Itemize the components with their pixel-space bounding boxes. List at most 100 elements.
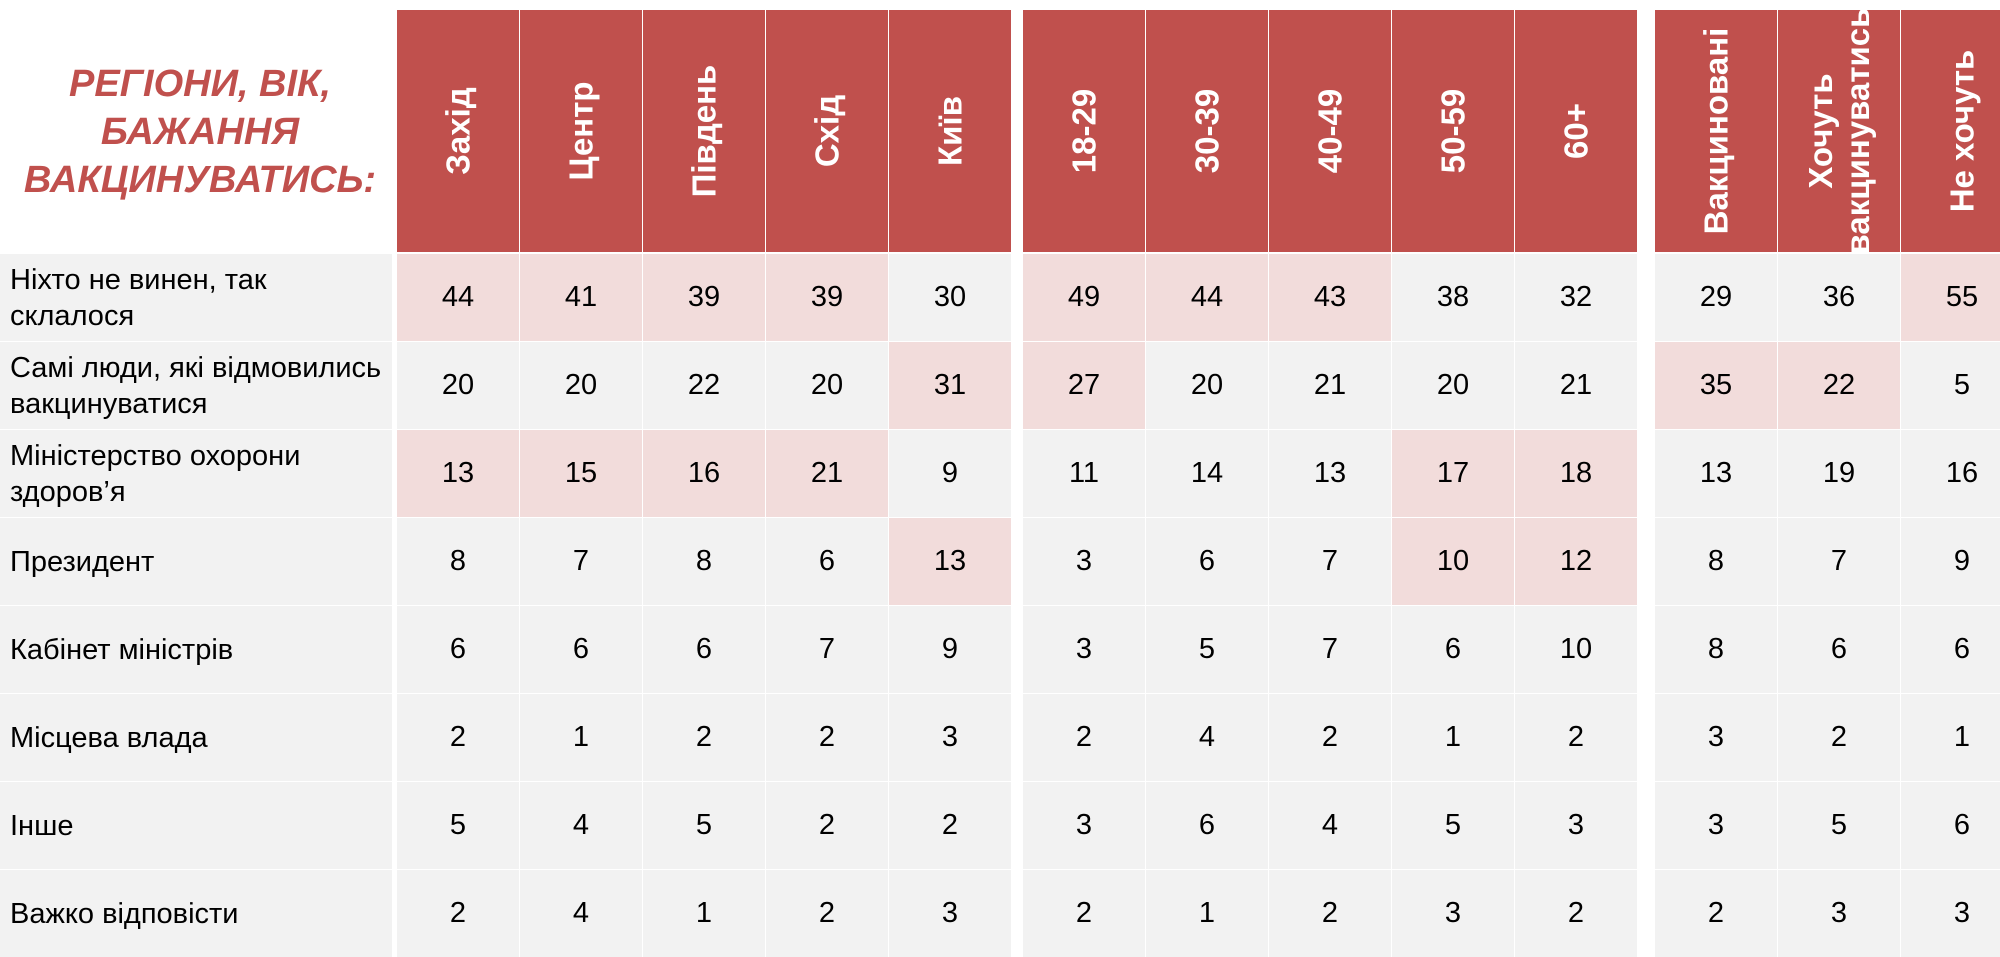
table-cell: 6	[1778, 606, 1900, 693]
col-header: 50-59	[1392, 10, 1514, 252]
table-cell: 9	[889, 606, 1011, 693]
table-cell: 4	[1269, 782, 1391, 869]
col-header: Захід	[397, 10, 519, 252]
table-cell: 12	[1515, 518, 1637, 605]
table-cell: 16	[643, 430, 765, 517]
row-label: Самі люди, які відмовились вакцинуватися	[0, 342, 392, 429]
table-cell: 2	[1515, 694, 1637, 781]
title-line: РЕГІОНИ, ВІК,	[69, 63, 331, 105]
title-line: ВАКЦИНУВАТИСЬ:	[23, 159, 377, 201]
table-cell: 27	[1023, 342, 1145, 429]
table-cell: 2	[1778, 694, 1900, 781]
table-cell: 20	[1392, 342, 1514, 429]
table-cell: 55	[1901, 254, 2000, 341]
table-cell: 7	[1778, 518, 1900, 605]
col-header-text: 40-49	[1311, 88, 1349, 174]
table-cell: 5	[397, 782, 519, 869]
col-header-label: Схід	[809, 95, 846, 167]
row-label: Місцева влада	[0, 694, 392, 781]
table-cell: 2	[1655, 870, 1777, 957]
table-cell: 14	[1146, 430, 1268, 517]
table-cell: 5	[1778, 782, 1900, 869]
table-cell: 21	[1515, 342, 1637, 429]
col-header: Південь	[643, 10, 765, 252]
table-cell: 15	[520, 430, 642, 517]
col-header-text: Хочуть	[1802, 73, 1839, 189]
table-cell: 43	[1269, 254, 1391, 341]
table-cell: 2	[1515, 870, 1637, 957]
table-cell: 1	[1146, 870, 1268, 957]
table-cell: 7	[766, 606, 888, 693]
table-cell: 6	[643, 606, 765, 693]
table-cell: 13	[1655, 430, 1777, 517]
table-cell: 11	[1023, 430, 1145, 517]
col-header-label: 30-39	[1189, 89, 1226, 173]
table-cell: 2	[1269, 870, 1391, 957]
col-header-text: Південь	[685, 64, 723, 198]
table-cell: 20	[766, 342, 888, 429]
table-cell: 2	[766, 870, 888, 957]
col-header-label: 40-49	[1312, 89, 1349, 173]
col-header-label: 60+	[1558, 103, 1595, 159]
table-cell: 30	[889, 254, 1011, 341]
table-cell: 6	[766, 518, 888, 605]
table-cell: 18	[1515, 430, 1637, 517]
col-header-text: 60+	[1557, 103, 1595, 159]
table-cell: 6	[1392, 606, 1514, 693]
table-cell: 5	[1146, 606, 1268, 693]
table-cell: 4	[520, 870, 642, 957]
table-cell: 3	[1392, 870, 1514, 957]
table-cell: 49	[1023, 254, 1145, 341]
table-cell: 2	[1269, 694, 1391, 781]
table-cell: 3	[1655, 694, 1777, 781]
col-header-text: Схід	[808, 94, 846, 168]
table-cell: 9	[1901, 518, 2000, 605]
table-cell: 6	[1901, 782, 2000, 869]
row-label: Важко відповісти	[0, 870, 392, 957]
table-cell: 2	[1023, 694, 1145, 781]
table-cell: 5	[1901, 342, 2000, 429]
table-cell: 2	[1023, 870, 1145, 957]
table-cell: 1	[643, 870, 765, 957]
table-cell: 21	[766, 430, 888, 517]
col-header-text: 18-29	[1065, 88, 1103, 174]
table-cell: 2	[766, 782, 888, 869]
table-cell: 39	[643, 254, 765, 341]
table-cell: 20	[520, 342, 642, 429]
row-label: Кабінет міністрів	[0, 606, 392, 693]
table-cell: 6	[1146, 782, 1268, 869]
table-cell: 2	[397, 870, 519, 957]
col-header-label: Хочуть вакцинуватись	[1802, 10, 1876, 252]
title-line: БАЖАННЯ	[100, 111, 300, 153]
table-cell: 35	[1655, 342, 1777, 429]
table-cell: 22	[1778, 342, 1900, 429]
table-cell: 2	[889, 782, 1011, 869]
table-cell: 1	[520, 694, 642, 781]
table-cell: 6	[1146, 518, 1268, 605]
table-cell: 5	[643, 782, 765, 869]
col-header-text: Захід	[439, 87, 477, 175]
table-cell: 6	[1901, 606, 2000, 693]
col-header: Вакциновані	[1655, 10, 1777, 252]
col-header-label: Київ	[932, 96, 969, 166]
col-header-label: 18-29	[1066, 89, 1103, 173]
table-cell: 3	[1515, 782, 1637, 869]
col-header-text: Не хочуть	[1943, 49, 1981, 213]
col-header-text: вакцинуватись	[1839, 10, 1876, 252]
table-cell: 22	[643, 342, 765, 429]
col-header: Центр	[520, 10, 642, 252]
table-cell: 3	[1023, 606, 1145, 693]
table-cell: 17	[1392, 430, 1514, 517]
table-cell: 13	[397, 430, 519, 517]
col-header-label: Вакциновані	[1698, 28, 1735, 235]
table-cell: 3	[1023, 518, 1145, 605]
col-header-label: Центр	[563, 81, 600, 180]
col-header-text: Вакциновані	[1697, 27, 1735, 235]
table-cell: 2	[643, 694, 765, 781]
col-header-text: 50-59	[1434, 88, 1472, 174]
table-cell: 4	[520, 782, 642, 869]
table-cell: 3	[1023, 782, 1145, 869]
table-cell: 8	[397, 518, 519, 605]
col-header-text: Центр	[562, 81, 600, 181]
table-cell: 38	[1392, 254, 1514, 341]
